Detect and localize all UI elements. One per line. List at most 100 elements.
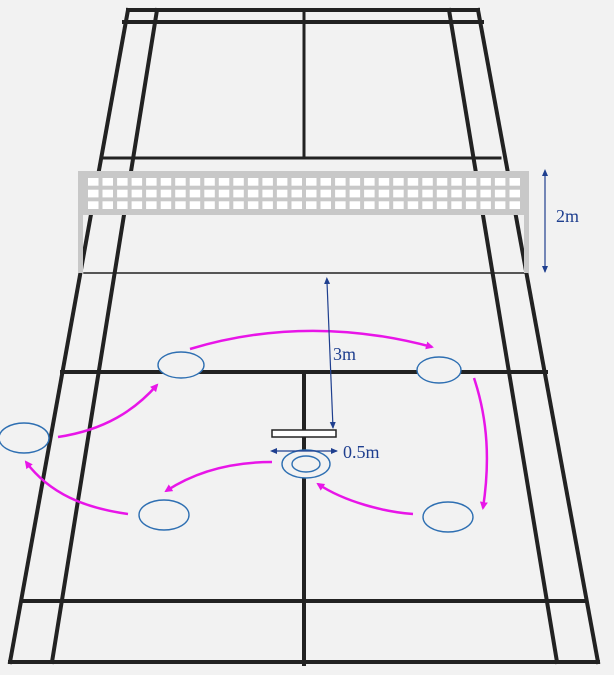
net-hole xyxy=(175,201,186,209)
net-hole xyxy=(320,189,331,198)
net-hole xyxy=(320,178,331,186)
net-hole xyxy=(378,201,390,209)
net-hole xyxy=(218,178,230,186)
net-hole xyxy=(204,189,215,198)
net-hole xyxy=(480,178,491,186)
net-hole xyxy=(465,178,477,186)
net-hole xyxy=(306,178,317,186)
net-hole xyxy=(189,189,201,198)
net-hole xyxy=(247,178,259,186)
net-hole xyxy=(102,189,113,198)
net-hole xyxy=(494,189,506,198)
arrow-center-to-back-left xyxy=(164,460,273,493)
arrow-back-left-to-side-left xyxy=(24,460,129,516)
net-hole xyxy=(349,178,361,186)
net-hole xyxy=(146,189,157,198)
net-hole xyxy=(160,178,172,186)
net-hole xyxy=(146,178,157,186)
marker-width-label: 0.5m xyxy=(343,442,380,462)
net xyxy=(78,171,529,273)
net-hole xyxy=(407,201,419,209)
net-hole xyxy=(451,189,462,198)
net-hole xyxy=(233,201,244,209)
distance-to-net-arrow xyxy=(324,277,336,429)
net-hole xyxy=(422,178,433,186)
arrow-side-left-to-front-left xyxy=(57,383,159,439)
net-hole xyxy=(451,201,462,209)
net-hole xyxy=(276,178,288,186)
net-hole xyxy=(335,178,346,186)
marker-front-left xyxy=(157,351,205,379)
marker-back-left xyxy=(138,499,190,531)
net-hole xyxy=(189,178,201,186)
net-post-right xyxy=(524,171,529,273)
net-hole xyxy=(378,189,390,198)
net-hole xyxy=(494,178,506,186)
net-hole xyxy=(88,189,99,198)
net-hole xyxy=(451,178,462,186)
net-hole xyxy=(378,178,390,186)
position-markers xyxy=(0,351,474,533)
marker-front-right xyxy=(416,356,462,384)
marker-center-inner xyxy=(291,455,321,473)
net-hole xyxy=(117,189,128,198)
left-singles-sideline xyxy=(49,7,160,665)
net-hole xyxy=(393,201,404,209)
net-hole xyxy=(276,201,288,209)
net-hole xyxy=(436,201,448,209)
net-hole xyxy=(189,201,201,209)
net-hole xyxy=(306,201,317,209)
net-hole xyxy=(291,178,302,186)
net-hole xyxy=(465,201,477,209)
start-line-marker xyxy=(271,429,337,438)
net-hole xyxy=(233,189,244,198)
net-hole xyxy=(102,201,113,209)
net-hole xyxy=(291,189,302,198)
net-hole xyxy=(509,189,520,198)
net-hole xyxy=(480,189,491,198)
net-hole xyxy=(407,178,419,186)
movement-arrows xyxy=(24,329,489,516)
net-hole xyxy=(262,189,273,198)
net-hole xyxy=(509,178,520,186)
net-hole xyxy=(364,189,375,198)
net-hole xyxy=(131,201,143,209)
net-hole xyxy=(335,201,346,209)
net-hole xyxy=(88,178,99,186)
net-hole xyxy=(218,201,230,209)
left-doubles-sideline xyxy=(7,7,131,665)
net-hole xyxy=(131,178,143,186)
net-hole xyxy=(422,201,433,209)
net-hole xyxy=(494,201,506,209)
net-hole xyxy=(335,189,346,198)
arrow-front-right-to-back-right xyxy=(472,377,489,510)
net-hole xyxy=(262,201,273,209)
net-hole xyxy=(465,189,477,198)
net-hole xyxy=(291,201,302,209)
net-hole xyxy=(436,189,448,198)
arrow-front-left-to-front-right xyxy=(189,329,434,351)
net-hole xyxy=(247,201,259,209)
net-hole xyxy=(349,189,361,198)
right-doubles-sideline xyxy=(475,7,601,665)
net-hole xyxy=(146,201,157,209)
net-hole xyxy=(480,201,491,209)
net-hole xyxy=(393,178,404,186)
net-hole xyxy=(509,201,520,209)
net-hole xyxy=(175,189,186,198)
net-hole xyxy=(233,178,244,186)
court-lines xyxy=(7,7,601,666)
net-hole xyxy=(349,201,361,209)
net-hole xyxy=(276,189,288,198)
net-hole xyxy=(393,189,404,198)
net-hole xyxy=(204,201,215,209)
net-hole xyxy=(88,201,99,209)
net-hole xyxy=(364,178,375,186)
net-hole xyxy=(218,189,230,198)
marker-back-right xyxy=(422,501,474,533)
arrow-back-right-to-center xyxy=(316,482,414,516)
distance-to-net-label: 3m xyxy=(333,344,356,364)
net-hole xyxy=(364,201,375,209)
net-hole xyxy=(117,201,128,209)
